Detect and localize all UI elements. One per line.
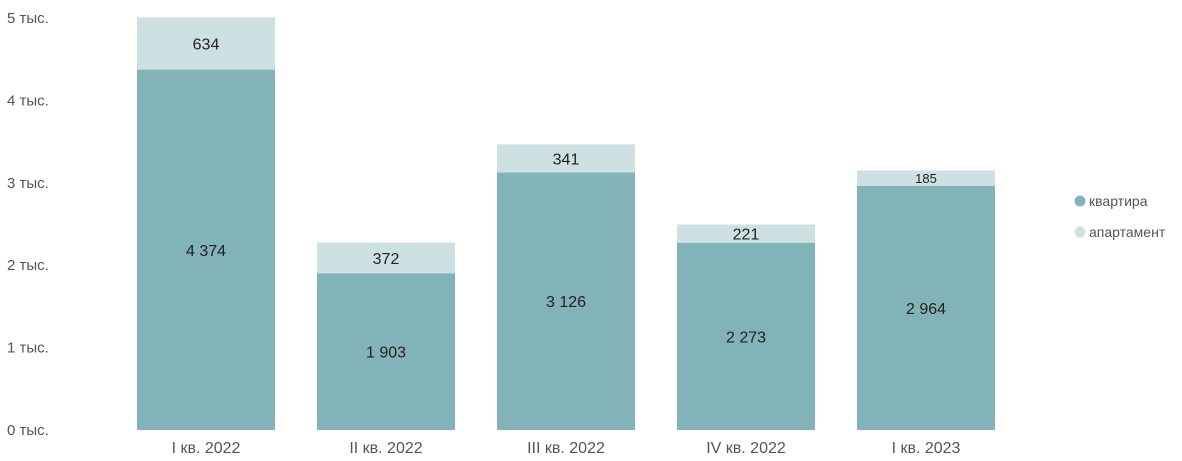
y-tick-label: 5 тыс.: [7, 10, 49, 27]
data-label: 185: [915, 171, 937, 186]
data-label: 372: [373, 251, 400, 268]
legend-label: квартира: [1089, 193, 1148, 209]
bar-segment-apartament[interactable]: [677, 224, 815, 243]
x-tick-label: II кв. 2022: [349, 440, 422, 457]
x-tick-label: I кв. 2023: [892, 440, 961, 457]
data-label: 341: [553, 151, 580, 168]
bar-segment-kvartira[interactable]: [677, 242, 815, 430]
bar-group: 1 903 372: [317, 242, 455, 430]
y-tick-label: 4 тыс.: [7, 92, 49, 109]
bar-segment-apartament[interactable]: [857, 170, 995, 186]
y-tick-label: 3 тыс.: [7, 175, 49, 192]
legend-marker-icon: [1074, 195, 1086, 207]
legend-item[interactable]: апартамент: [1074, 224, 1166, 240]
bar-segment-apartament[interactable]: [137, 17, 275, 70]
data-label: 2 964: [906, 301, 946, 318]
legend[interactable]: квартира апартамент: [1074, 193, 1166, 240]
legend-item[interactable]: квартира: [1074, 193, 1148, 209]
x-tick-label: IV кв. 2022: [706, 440, 786, 457]
bar-group: 3 126 341: [497, 144, 635, 430]
data-label: 634: [193, 36, 220, 53]
bar-segment-kvartira[interactable]: [497, 172, 635, 430]
legend-label: апартамент: [1089, 224, 1166, 240]
bars: 4 374 634 1 903 372 3 126 341 2 273 221 2 964 185: [137, 17, 995, 430]
x-tick-label: I кв. 2022: [172, 440, 241, 457]
data-label: 4 374: [186, 243, 226, 260]
bar-group: 2 273 221: [677, 224, 815, 430]
bar-group: 2 964 185: [857, 170, 995, 430]
data-label: 2 273: [726, 329, 766, 346]
y-tick-label: 0 тыс.: [7, 422, 49, 439]
data-label: 3 126: [546, 294, 586, 311]
bar-segment-kvartira[interactable]: [317, 273, 455, 430]
bar-segment-apartament[interactable]: [497, 144, 635, 173]
bar-segment-kvartira[interactable]: [857, 185, 995, 430]
y-tick-label: 1 тыс.: [7, 340, 49, 357]
y-axis: 0 тыс. 1 тыс. 2 тыс. 3 тыс. 4 тыс. 5 тыс.: [7, 10, 49, 439]
y-tick-label: 2 тыс.: [7, 257, 49, 274]
legend-marker-icon: [1074, 226, 1086, 238]
x-axis: I кв. 2022 II кв. 2022 III кв. 2022 IV кв. …: [172, 440, 961, 457]
x-tick-label: III кв. 2022: [527, 440, 605, 457]
data-label: 1 903: [366, 345, 406, 362]
bar-segment-apartament[interactable]: [317, 242, 455, 274]
bar-group: 4 374 634: [137, 17, 275, 430]
bar-segment-kvartira[interactable]: [137, 69, 275, 430]
data-label: 221: [733, 227, 760, 244]
